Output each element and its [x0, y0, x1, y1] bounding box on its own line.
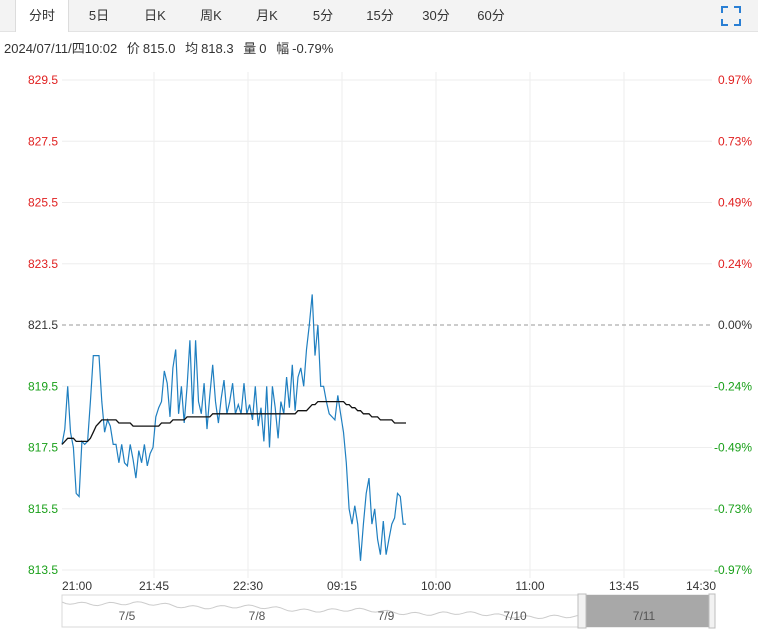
tab-intraday[interactable]: 分时	[15, 0, 69, 32]
chart-grid	[62, 72, 712, 578]
navigator-handle-left	[577, 593, 587, 629]
navigator-date-label: 7/11	[633, 609, 656, 623]
time-tick-label: 11:00	[515, 579, 544, 593]
percent-tick-label: 0.97%	[718, 73, 752, 87]
avg-label: 均	[185, 41, 199, 56]
time-axis: 21:00 21:45 22:30 09:15 10:00 11:00 13:45 14:30	[62, 579, 716, 593]
tab-daily-k[interactable]: 日K	[144, 8, 166, 23]
percent-tick-label: -0.24%	[714, 379, 752, 393]
volume-value: 0	[259, 41, 267, 56]
navigator-date-label: 7/5	[119, 609, 136, 623]
price-axis: 829.5 827.5 825.5 823.5 821.5 819.5 817.5 815.5…	[28, 73, 58, 577]
price-tick-label: 819.5	[28, 379, 58, 393]
tab-weekly-k[interactable]: 周K	[200, 8, 222, 23]
tab-15min[interactable]: 15分	[366, 8, 394, 23]
price-tick-label: 829.5	[28, 73, 58, 87]
time-navigator: 7/5 7/8 7/9 7/10 7/11	[61, 593, 716, 629]
period-tab-bar: 分时 5日 日K 周K 月K 5分 15分 30分 60分	[0, 0, 758, 32]
tab-5min[interactable]: 5分	[312, 8, 334, 23]
percent-tick-label: -0.73%	[714, 502, 752, 516]
price-tick-label: 827.5	[28, 134, 58, 148]
time-tick-label: 21:00	[62, 579, 92, 593]
navigator-handle-right	[708, 593, 716, 629]
time-tick-label: 21:45	[139, 579, 169, 593]
tab-monthly-k[interactable]: 月K	[256, 8, 278, 23]
price-tick-label: 815.5	[28, 502, 58, 516]
price-value: 815.0	[142, 41, 176, 56]
price-tick-label: 817.5	[28, 441, 58, 455]
average-line	[61, 400, 406, 445]
time-tick-label: 13:45	[609, 579, 639, 593]
price-tick-label: 813.5	[28, 563, 58, 577]
price-tick-label: 821.5	[28, 318, 58, 332]
percent-tick-label: 0.24%	[718, 257, 752, 271]
navigator-date-label: 7/9	[378, 609, 395, 623]
change-value: -0.79%	[292, 41, 334, 56]
percent-axis: 0.97% 0.73% 0.49% 0.24% 0.00% -0.24% -0.49% -0.…	[714, 73, 752, 577]
tab-5day[interactable]: 5日	[88, 8, 110, 23]
percent-tick-label: 0.49%	[718, 196, 752, 210]
chart-lines	[61, 294, 406, 561]
avg-value: 818.3	[201, 41, 234, 56]
change-label: 幅	[276, 41, 290, 56]
percent-tick-label: 0.00%	[718, 318, 752, 332]
price-line	[61, 294, 406, 561]
time-tick-label: 10:00	[421, 579, 451, 593]
price-label: 价	[126, 41, 140, 56]
navigator-date-label: 7/8	[249, 609, 266, 623]
navigator-history-line	[61, 601, 579, 620]
price-tick-label: 823.5	[28, 257, 58, 271]
percent-tick-label: 0.73%	[718, 134, 752, 148]
price-tick-label: 825.5	[28, 196, 58, 210]
percent-tick-label: -0.49%	[714, 441, 752, 455]
navigator-selection	[586, 595, 710, 627]
quote-datetime: 2024/07/11/四10:02	[4, 41, 118, 56]
fullscreen-icon[interactable]	[720, 5, 742, 27]
navigator-date-label: 7/10	[503, 609, 527, 623]
tab-60min[interactable]: 60分	[477, 8, 505, 23]
time-tick-label: 09:15	[327, 579, 357, 593]
percent-tick-label: -0.97%	[714, 563, 752, 577]
volume-label: 量	[243, 41, 257, 56]
tab-30min[interactable]: 30分	[422, 8, 450, 23]
time-tick-label: 14:30	[686, 579, 716, 593]
time-tick-label: 22:30	[233, 579, 263, 593]
